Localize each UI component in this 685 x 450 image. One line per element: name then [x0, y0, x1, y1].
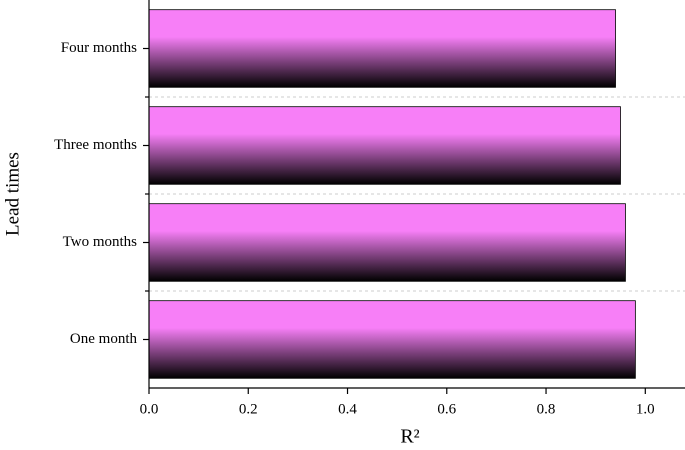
x-tick-label: 1.0 [636, 401, 655, 417]
y-tick-label: One month [70, 331, 138, 347]
bar [148, 300, 636, 379]
bar [148, 9, 616, 88]
x-tick-label: 0.8 [537, 401, 556, 417]
y-tick-label: Four months [61, 40, 137, 56]
x-tick-label: 0.0 [140, 401, 159, 417]
x-axis-label: R² [400, 426, 419, 448]
bar [148, 203, 626, 282]
y-tick-label: Two months [63, 234, 138, 250]
x-tick-label: 0.4 [338, 401, 357, 417]
x-tick-label: 0.6 [437, 401, 456, 417]
y-axis-label: Lead times [2, 152, 23, 236]
x-tick-label: 0.2 [239, 401, 258, 417]
bar [148, 106, 621, 185]
y-tick-label: Three months [54, 137, 137, 153]
